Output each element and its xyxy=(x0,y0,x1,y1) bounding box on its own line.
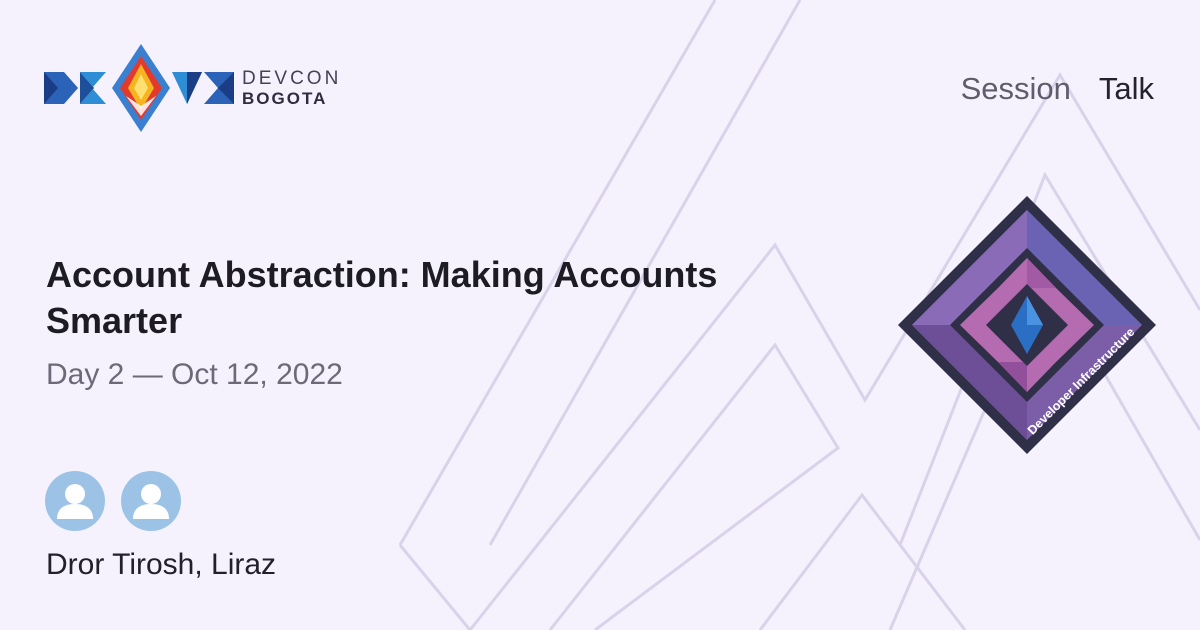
user-icon xyxy=(133,484,169,519)
speaker-avatars xyxy=(45,471,197,531)
talk-title: Account Abstraction: Making Accounts Sma… xyxy=(46,254,718,341)
devcon-logo-mark xyxy=(44,44,234,132)
track-badge: Developer Infrastructure xyxy=(898,196,1156,454)
session-label: Session xyxy=(960,71,1071,106)
user-icon xyxy=(57,484,93,519)
avatar xyxy=(121,471,181,531)
speaker-names: Dror Tirosh, Liraz xyxy=(46,548,277,581)
avatar xyxy=(45,471,105,531)
talk-date: Day 2 — Oct 12, 2022 xyxy=(46,358,343,391)
talk-label: Talk xyxy=(1098,71,1154,106)
devcon-logo[interactable]: DEVCON BOGOTA xyxy=(44,44,341,132)
logo-wordmark-bogota: BOGOTA xyxy=(242,89,328,108)
header-labels: Session Talk xyxy=(933,71,1154,107)
logo-wordmark-devcon: DEVCON xyxy=(242,68,342,89)
